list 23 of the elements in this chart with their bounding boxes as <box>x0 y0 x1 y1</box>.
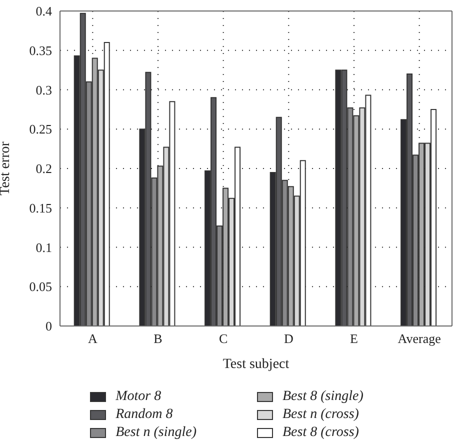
legend-label: Best 8 (single) <box>282 389 364 405</box>
legend-label: Best 8 (cross) <box>282 425 359 441</box>
y-tick-label: 0 <box>46 318 52 334</box>
legend-label: Best n (cross) <box>282 407 359 423</box>
legend-label: Random 8 <box>116 407 173 423</box>
legend-label: Motor 8 <box>116 389 162 405</box>
x-tick-label: A <box>88 331 98 346</box>
legend-label: Best n (single) <box>116 425 196 441</box>
x-tick-label: D <box>284 331 294 346</box>
x-tick-label: Average <box>398 331 442 346</box>
y-tick-label: 0.15 <box>29 200 52 216</box>
x-tick-label: B <box>154 331 163 346</box>
x-axis-title: Test subject <box>222 357 290 372</box>
y-tick-label: 0.25 <box>29 122 52 137</box>
y-axis-title: Test error <box>0 141 13 196</box>
y-tick-label: 0.35 <box>29 42 52 58</box>
y-tick-label: 0.3 <box>36 82 52 98</box>
y-tick-label: 0.05 <box>29 279 52 294</box>
x-tick-label: C <box>218 331 228 346</box>
y-tick-label: 0.4 <box>36 4 52 19</box>
x-tick-label: E <box>350 331 358 346</box>
y-tick-label: 0.2 <box>36 161 52 176</box>
y-tick-label: 0.1 <box>36 240 52 255</box>
